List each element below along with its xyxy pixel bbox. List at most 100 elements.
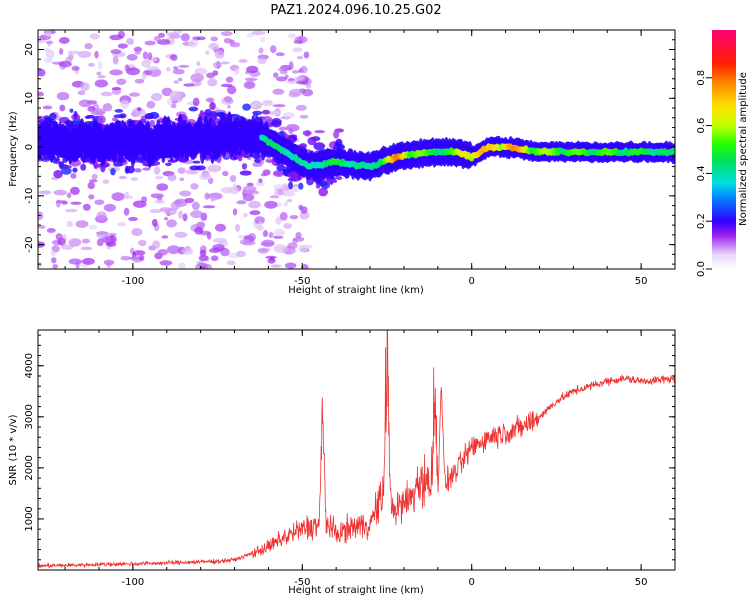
spectrogram-cell [242, 154, 251, 158]
spectrogram-cell [258, 47, 264, 54]
spectrogram-cell [126, 53, 138, 61]
spectrogram-cell [209, 101, 216, 110]
spectrogram-cell [97, 115, 106, 124]
spectrogram-cell [239, 239, 250, 245]
spectrogram-cell [202, 205, 216, 209]
spectrogram-cell [232, 208, 238, 216]
spectrogram-cell [108, 232, 117, 236]
spectrogram-cell [96, 231, 109, 239]
spectrogram-cell [45, 30, 52, 37]
snr-ylabel: SNR (10 * v/v) [8, 414, 19, 485]
spectrogram-cell [220, 61, 230, 65]
spectrogram-cell [103, 203, 116, 212]
spectrogram-ytick-label: -10 [24, 188, 35, 204]
spectrogram-cell [146, 100, 156, 109]
spectrogram-cell [55, 200, 68, 204]
spectrogram-cell [259, 36, 266, 43]
spectrogram-cell [289, 214, 299, 220]
spectrogram-cell [126, 67, 141, 76]
spectrogram-cell [169, 90, 182, 100]
spectrogram-cell [66, 192, 72, 199]
spectrogram-cell [166, 98, 173, 106]
spectrogram-cell [207, 164, 222, 173]
spectrogram-cell [80, 246, 93, 251]
spectrogram-cell [153, 166, 161, 175]
snr-series-line [38, 330, 675, 569]
spectrogram-cell [96, 211, 107, 220]
spectrogram-cell [289, 88, 303, 97]
spectrogram-cell [59, 47, 64, 55]
spectrogram-cell [118, 175, 127, 180]
spectrogram-cell [103, 259, 115, 266]
spectrogram-cell [53, 189, 68, 196]
spectrogram-cell [172, 66, 179, 70]
spectrogram-cell [292, 237, 298, 244]
spectrogram-cell [273, 72, 279, 78]
spectrogram-cell [299, 114, 309, 119]
spectrogram-cell [307, 136, 317, 146]
spectrogram-cell [236, 250, 246, 258]
spectrogram-cell [152, 240, 161, 249]
spectrogram-cell [43, 48, 51, 52]
spectrogram-cell [183, 83, 195, 87]
spectrogram-cell [286, 80, 298, 85]
spectrogram-cell [178, 64, 190, 68]
spectrogram-cell [272, 88, 285, 95]
spectrogram-cell [283, 223, 293, 229]
spectrogram-cell [174, 231, 188, 238]
spectrogram-cell [87, 181, 96, 190]
spectrogram-cell [276, 164, 286, 172]
spectrogram-cell [114, 108, 124, 113]
spectrogram-cell [261, 109, 271, 115]
spectrogram-cell [113, 162, 124, 167]
spectrogram-cell [155, 175, 163, 180]
spectrogram-cell [199, 173, 212, 181]
spectrogram-cell [111, 117, 118, 122]
spectrogram-cell [68, 258, 82, 265]
spectrogram-cell [58, 60, 72, 68]
spectrogram-cell [170, 54, 178, 61]
spectrogram-cell [43, 115, 50, 121]
spectrogram-cell [190, 73, 204, 83]
spectrogram-cell [239, 170, 252, 176]
spectrogram-cell [132, 250, 146, 256]
spectrogram-cell [262, 230, 268, 238]
spectrogram-cell [232, 182, 237, 192]
spectrogram-cell [226, 85, 237, 95]
colorbar-label: Normalized spectral amplitude [738, 72, 749, 226]
spectrogram-cell [229, 175, 237, 183]
spectrogram-cell [223, 96, 233, 103]
spectrogram-cell [119, 99, 130, 109]
spectrogram-cell [220, 31, 233, 37]
spectrogram-cell [66, 220, 74, 228]
spectrogram-cell [112, 55, 119, 65]
spectrogram-cell [226, 104, 232, 109]
spectrogram-cell [260, 173, 267, 177]
spectrogram-cell [284, 262, 297, 269]
spectrogram-cell [80, 82, 90, 91]
spectrogram-cell [299, 143, 307, 149]
spectrogram-cell [88, 62, 95, 67]
spectrogram-cell [117, 30, 125, 39]
spectrogram-cell [97, 75, 106, 79]
spectrogram-cell [287, 171, 300, 180]
spectrogram-cell [195, 165, 206, 171]
spectrogram-cell [82, 257, 95, 265]
spectrogram-cell [174, 200, 183, 204]
spectrogram-xtick-label: 50 [635, 276, 648, 287]
spectrogram-cell [51, 257, 57, 264]
spectrogram-cell [71, 65, 80, 71]
spectrogram-cell [276, 76, 288, 82]
snr-frame [37, 329, 676, 571]
spectrogram-cell [38, 190, 52, 195]
spectrogram-cell [272, 170, 285, 178]
spectrogram-cell [296, 80, 309, 85]
spectrogram-cell [177, 262, 186, 269]
spectrogram-cell [198, 254, 209, 262]
spectrogram-cell [158, 32, 165, 38]
spectrogram-cell [226, 260, 236, 266]
spectrogram-cell [296, 55, 304, 60]
spectrogram-cell [235, 154, 244, 159]
spectrogram-ylabel: Frequency (Hz) [8, 111, 19, 187]
spectrogram-cell [220, 186, 233, 194]
